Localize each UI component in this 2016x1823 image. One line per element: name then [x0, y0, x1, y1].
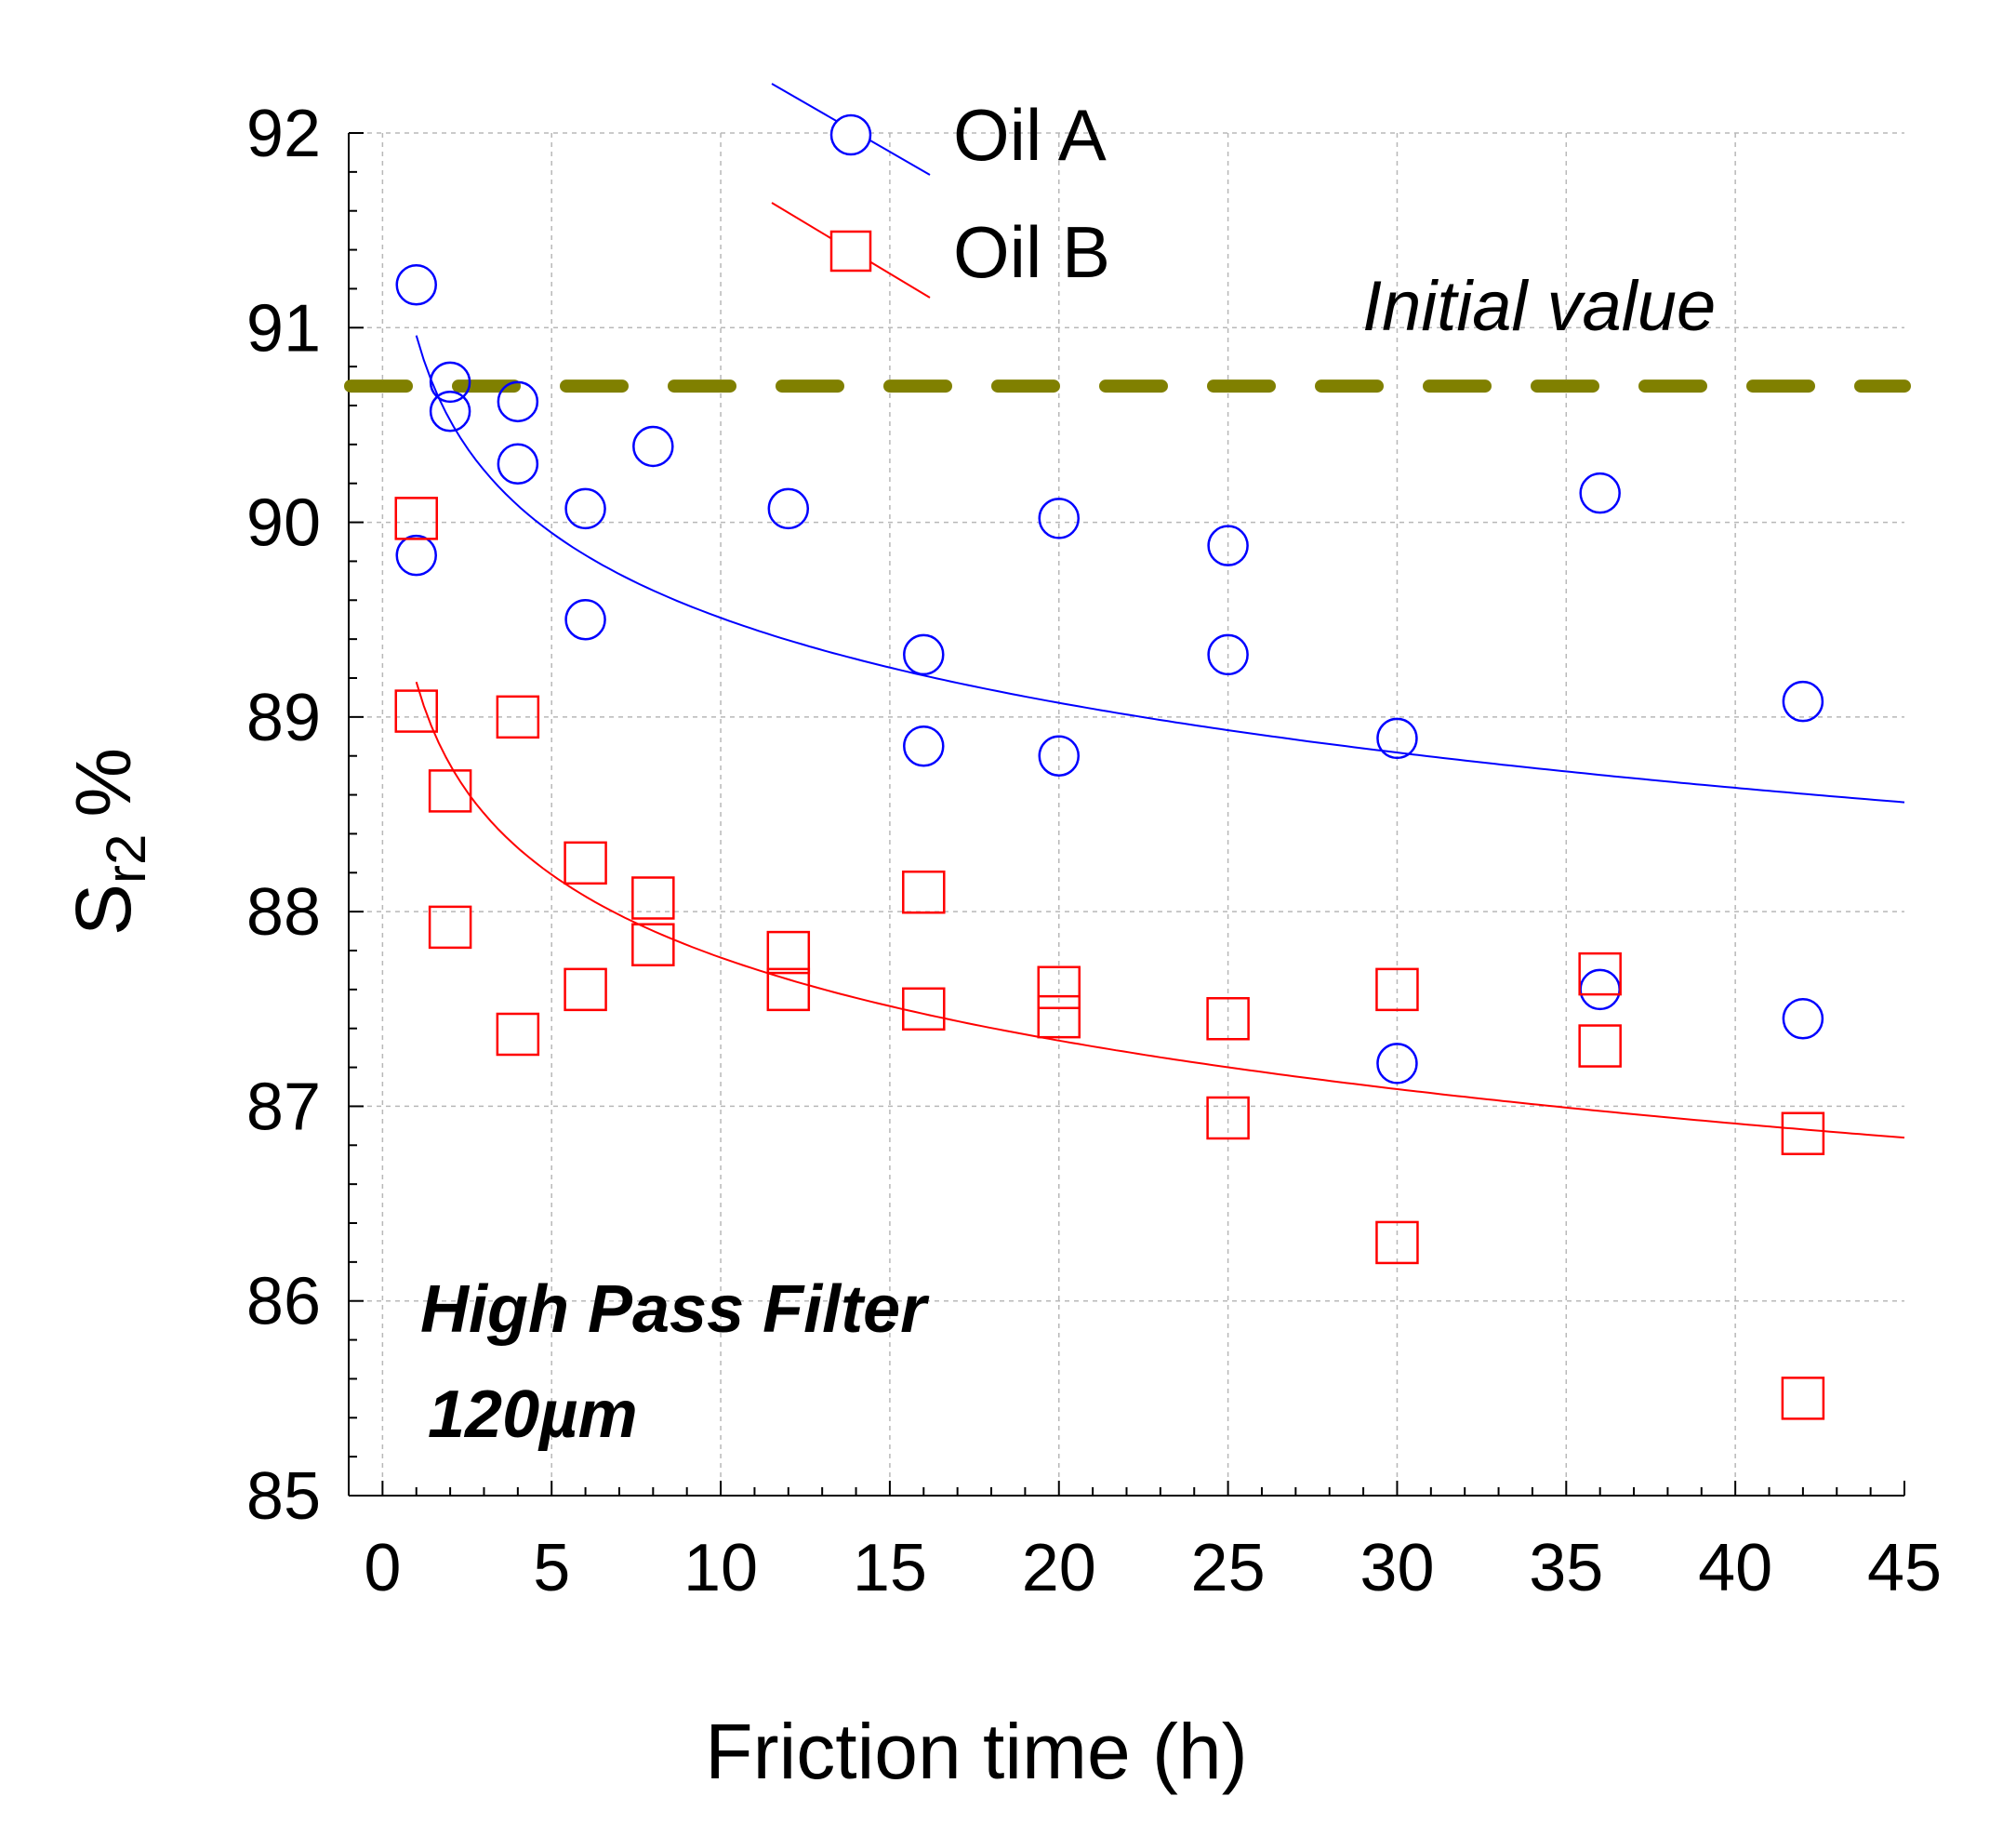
data-point-oil-a-3 [429, 391, 471, 432]
y-tick-label-92: 92 [246, 97, 321, 171]
data-point-oil-a-10 [903, 633, 945, 676]
y-tick-label-86: 86 [246, 1265, 321, 1339]
grid-lines [349, 132, 1904, 1496]
data-point-oil-b-21 [1578, 1024, 1622, 1068]
data-point-oil-a-21 [1782, 998, 1824, 1040]
data-point-oil-b-17 [1206, 1096, 1250, 1140]
x-axis-title: Friction time (h) [705, 1708, 1247, 1795]
x-tick-label-5: 5 [533, 1531, 570, 1605]
x-tick-label-30: 30 [1359, 1531, 1434, 1605]
data-point-oil-b-23 [1781, 1377, 1825, 1420]
legend-label-oil-a: Oil A [953, 94, 1107, 176]
y-tick-label-89: 89 [246, 681, 321, 755]
filter-annotation-line-1: High Pass Filter [420, 1272, 930, 1347]
data-point-oil-b-0 [394, 497, 438, 540]
data-point-oil-b-11 [766, 967, 811, 1012]
data-point-oil-b-3 [428, 905, 472, 950]
data-point-oil-b-9 [631, 923, 675, 966]
data-point-oil-a-0 [395, 263, 437, 306]
data-point-oil-b-4 [496, 695, 540, 739]
data-point-oil-a-1 [395, 534, 437, 577]
data-point-oil-a-4 [497, 380, 539, 423]
data-point-oil-a-19 [1579, 968, 1621, 1011]
data-point-oil-a-6 [564, 487, 606, 530]
data-point-oil-b-15 [1037, 994, 1081, 1039]
legend-marker-oil-a [829, 113, 872, 156]
x-tick-label-25: 25 [1191, 1531, 1266, 1605]
data-point-oil-b-2 [428, 769, 472, 813]
data-point-oil-b-5 [496, 1012, 540, 1057]
data-markers [394, 263, 1825, 1420]
x-tick-label-45: 45 [1867, 1531, 1942, 1605]
data-point-oil-b-20 [1578, 951, 1622, 996]
data-point-oil-a-11 [903, 725, 945, 767]
data-point-oil-a-14 [1207, 525, 1249, 566]
axis-ticks: 0 5 10 15 20 25 30 35 40 45 85 86 87 88 89 90 91 92 [246, 97, 1942, 1605]
data-point-oil-a-13 [1038, 735, 1081, 777]
data-point-oil-a-5 [497, 443, 539, 486]
y-tick-label-85: 85 [246, 1459, 321, 1534]
data-point-oil-b-6 [564, 841, 607, 885]
y-axis-title-unit: % [60, 748, 147, 818]
y-tick-label-88: 88 [246, 875, 321, 950]
data-point-oil-b-18 [1375, 967, 1419, 1012]
fit-curve-oil-b [415, 681, 1905, 1139]
y-tick-label-91: 91 [246, 291, 321, 366]
data-point-oil-b-16 [1206, 997, 1250, 1041]
x-tick-label-35: 35 [1529, 1531, 1603, 1605]
data-point-oil-b-1 [394, 689, 438, 733]
fit-curve-oil-a [415, 335, 1905, 804]
y-tick-label-87: 87 [246, 1070, 321, 1144]
fit-curves [415, 335, 1905, 1139]
data-point-oil-a-9 [767, 487, 810, 530]
data-point-oil-a-16 [1376, 717, 1418, 760]
data-point-oil-a-8 [632, 425, 674, 468]
data-point-oil-b-19 [1375, 1220, 1419, 1265]
data-point-oil-a-7 [564, 598, 606, 641]
x-tick-label-40: 40 [1698, 1531, 1772, 1605]
data-point-oil-a-12 [1038, 498, 1081, 539]
initial-value-label: Initial value [1362, 267, 1716, 346]
data-point-oil-b-22 [1781, 1111, 1825, 1155]
y-axis-title-main: S [60, 884, 147, 936]
legend: Oil A Oil B [771, 83, 1110, 299]
x-tick-label-20: 20 [1022, 1531, 1096, 1605]
data-point-oil-b-14 [1037, 965, 1081, 1010]
filter-annotation-line-2: 120µm [428, 1377, 638, 1452]
data-point-oil-a-18 [1579, 472, 1621, 514]
data-point-oil-b-13 [902, 987, 946, 1031]
legend-marker-oil-b [829, 230, 872, 273]
y-tick-label-90: 90 [246, 486, 321, 561]
legend-label-oil-b: Oil B [953, 211, 1110, 293]
data-point-oil-a-2 [429, 361, 471, 404]
data-point-oil-b-10 [766, 930, 811, 975]
x-tick-label-10: 10 [683, 1531, 758, 1605]
y-axis-title-subscript: r2 [95, 834, 157, 884]
data-point-oil-a-17 [1376, 1043, 1418, 1084]
x-tick-label-0: 0 [364, 1531, 401, 1605]
data-point-oil-a-15 [1207, 633, 1249, 676]
data-point-oil-a-20 [1782, 680, 1824, 723]
data-point-oil-b-12 [902, 870, 946, 914]
y-axis-title: Sr2% [60, 748, 157, 936]
x-tick-label-15: 15 [853, 1531, 927, 1605]
data-point-oil-b-7 [564, 967, 607, 1012]
data-point-oil-b-8 [631, 876, 675, 920]
